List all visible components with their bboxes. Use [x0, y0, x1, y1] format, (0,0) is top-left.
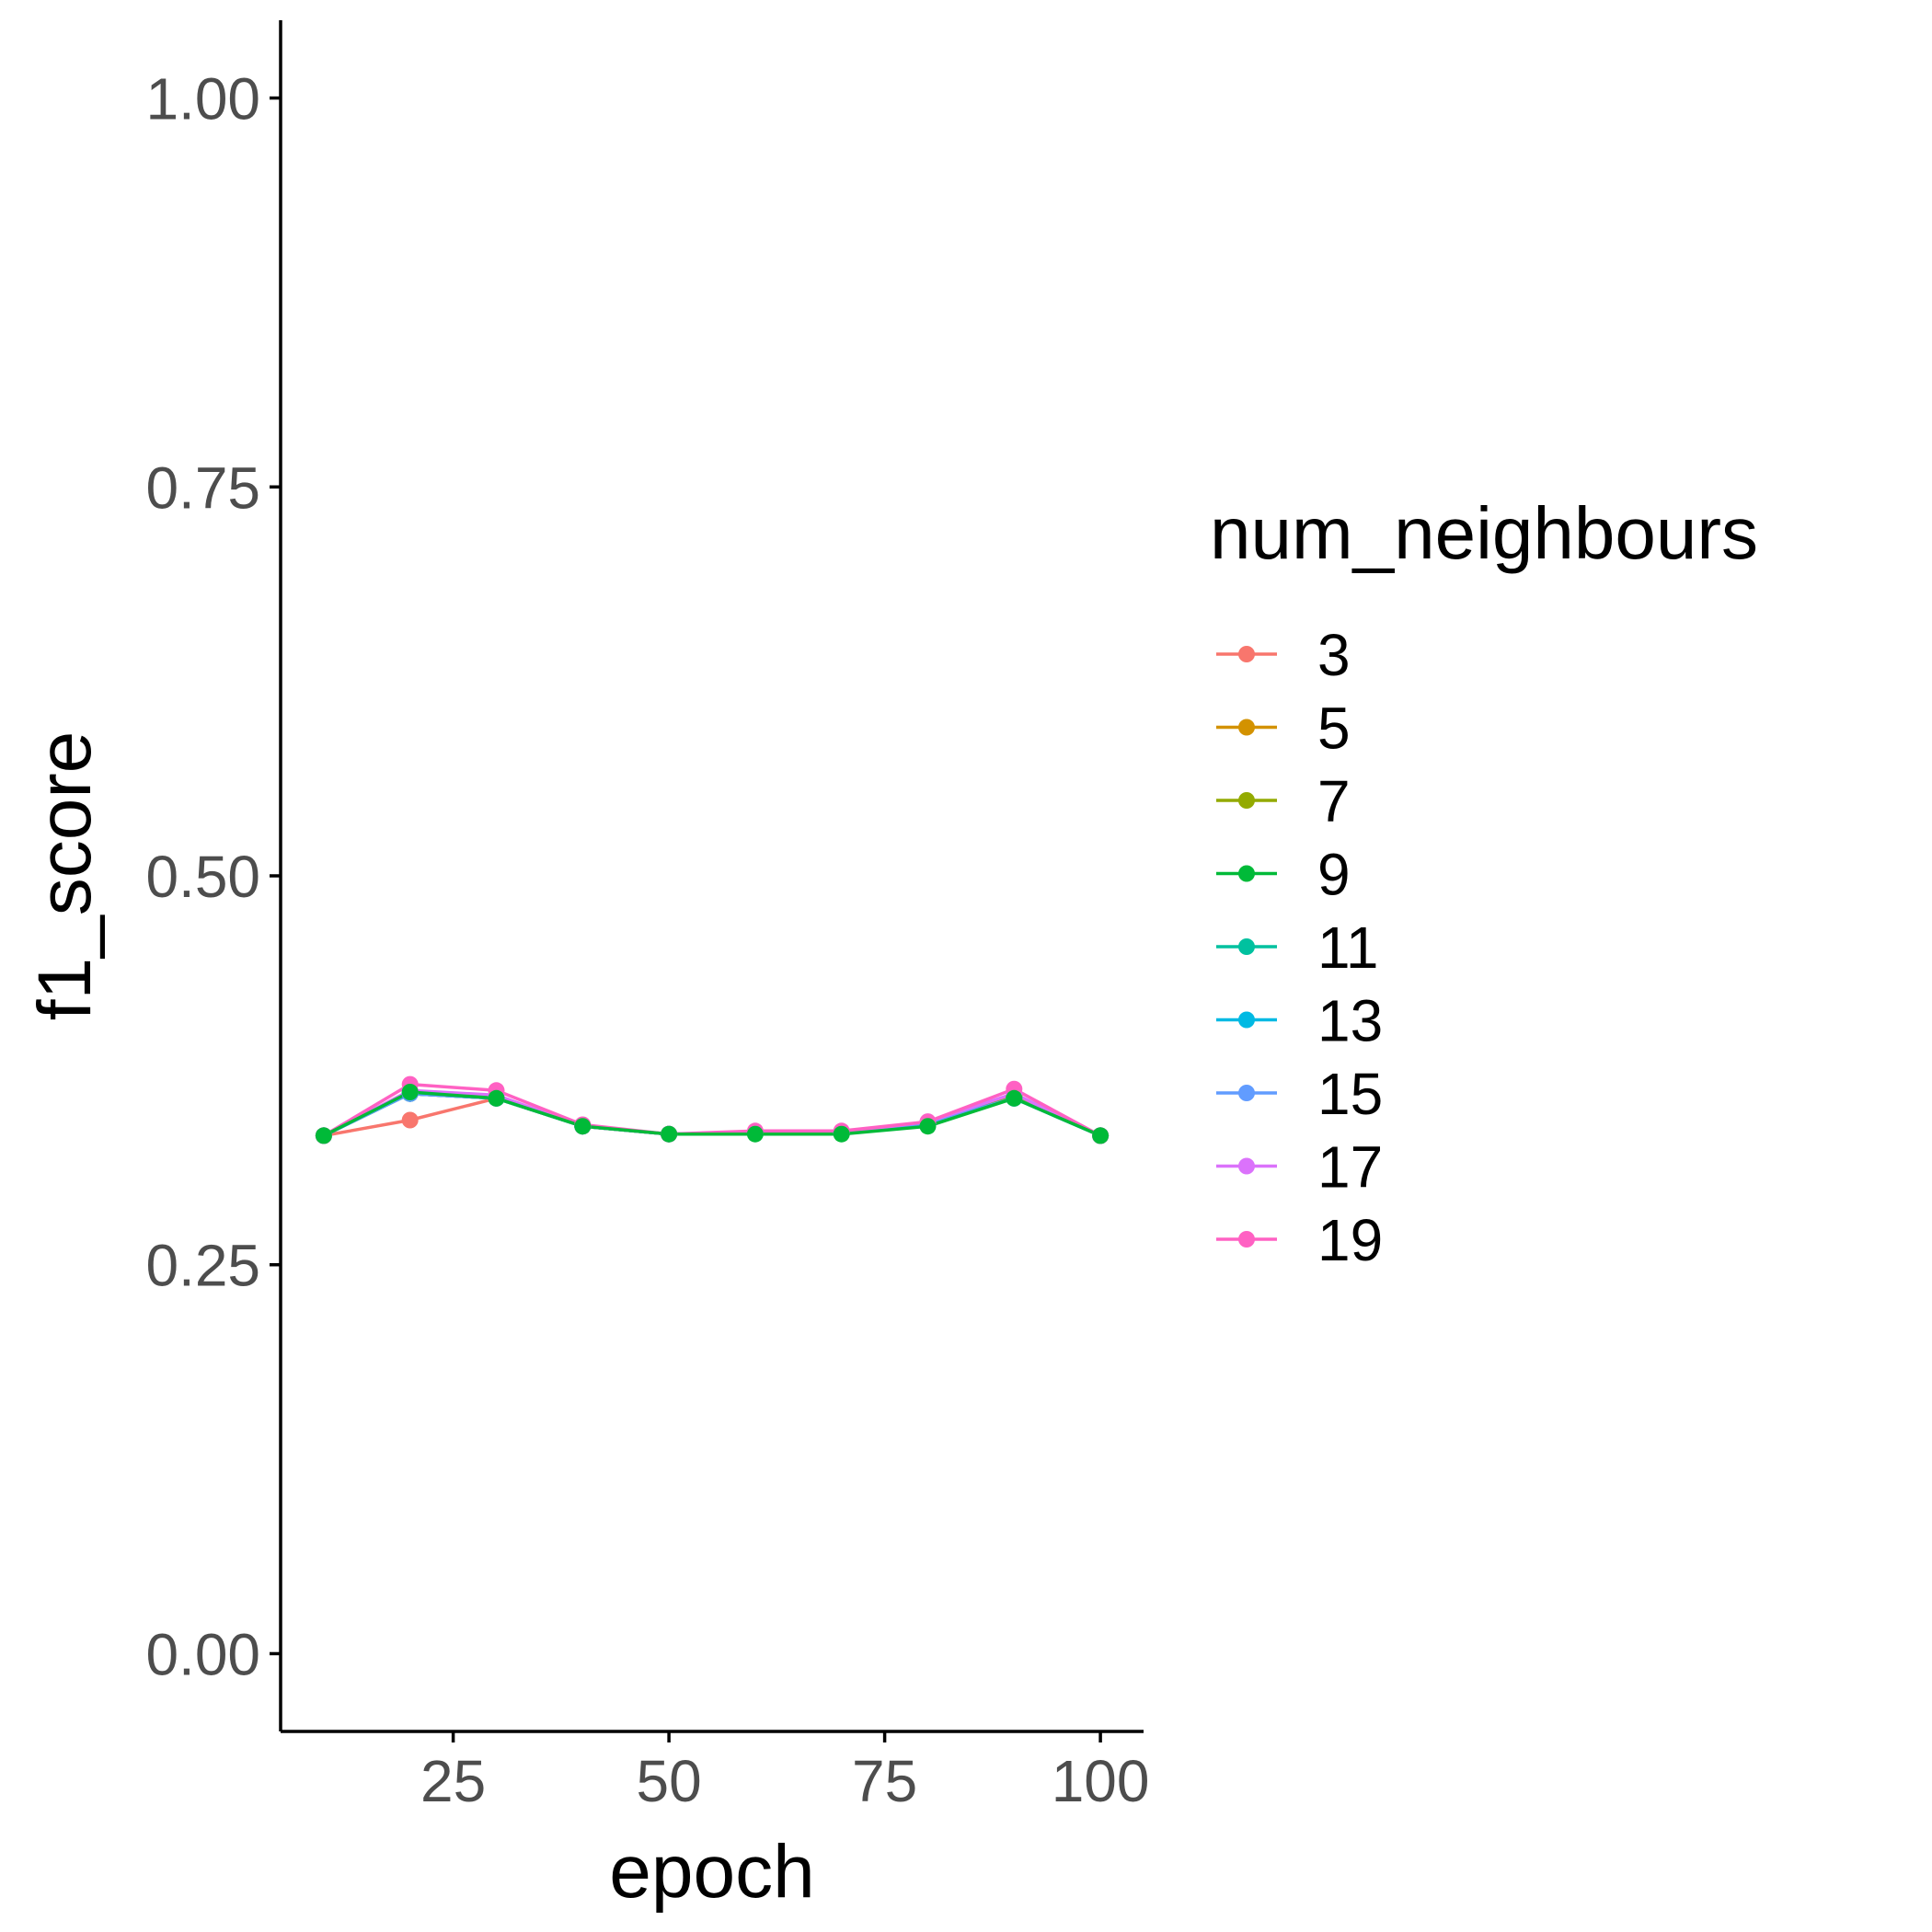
legend-key-point-17 — [1238, 1157, 1255, 1175]
data-point-9-10 — [315, 1127, 332, 1144]
legend-key-point-7 — [1238, 792, 1255, 809]
x-tick-label: 75 — [852, 1748, 917, 1814]
legend-key-point-13 — [1238, 1011, 1255, 1029]
x-tick-label: 50 — [637, 1748, 702, 1814]
data-point-9-70 — [833, 1125, 850, 1143]
data-point-9-90 — [1006, 1089, 1023, 1107]
legend-label-3: 3 — [1317, 622, 1351, 688]
data-point-9-20 — [401, 1084, 419, 1100]
legend-label-17: 17 — [1317, 1134, 1383, 1201]
data-point-9-40 — [574, 1118, 592, 1135]
y-tick-label: 0.00 — [145, 1621, 260, 1687]
legend-label-13: 13 — [1317, 988, 1383, 1054]
x-tick-label: 100 — [1052, 1748, 1150, 1814]
legend-label-19: 19 — [1317, 1207, 1383, 1273]
data-point-9-80 — [919, 1118, 937, 1135]
y-tick-label: 0.75 — [145, 454, 260, 521]
legend-key-point-5 — [1238, 719, 1255, 736]
legend-label-11: 11 — [1317, 914, 1378, 981]
legend-title: num_neighbours — [1210, 492, 1758, 574]
legend-label-15: 15 — [1317, 1061, 1383, 1127]
data-point-9-60 — [746, 1125, 764, 1143]
y-tick-label: 1.00 — [145, 66, 260, 132]
series-line-9 — [323, 1090, 1101, 1138]
plot-series-group — [315, 1075, 1110, 1144]
legend-label-7: 7 — [1317, 768, 1351, 834]
legend-key-point-3 — [1238, 646, 1255, 662]
y-axis-title: f1_score — [23, 731, 107, 1021]
data-point-9-100 — [1092, 1127, 1110, 1144]
legend-label-9: 9 — [1317, 842, 1351, 908]
legend-key-point-15 — [1238, 1085, 1255, 1101]
axes-group: 0.00 0.25 0.50 0.75 1.00 25 50 75 100 — [145, 20, 1149, 1814]
x-tick-label: 25 — [420, 1748, 486, 1814]
y-tick-label: 0.50 — [145, 844, 260, 910]
legend-key-point-19 — [1238, 1231, 1255, 1248]
data-point-9-50 — [661, 1125, 678, 1143]
legend-key-point-11 — [1238, 938, 1255, 955]
legend-key-point-9 — [1238, 865, 1255, 882]
data-point-3-20 — [401, 1111, 419, 1129]
y-tick-label: 0.25 — [145, 1233, 260, 1299]
x-axis-title: epoch — [609, 1830, 814, 1914]
data-point-9-30 — [488, 1089, 505, 1107]
legend-label-5: 5 — [1317, 696, 1351, 762]
